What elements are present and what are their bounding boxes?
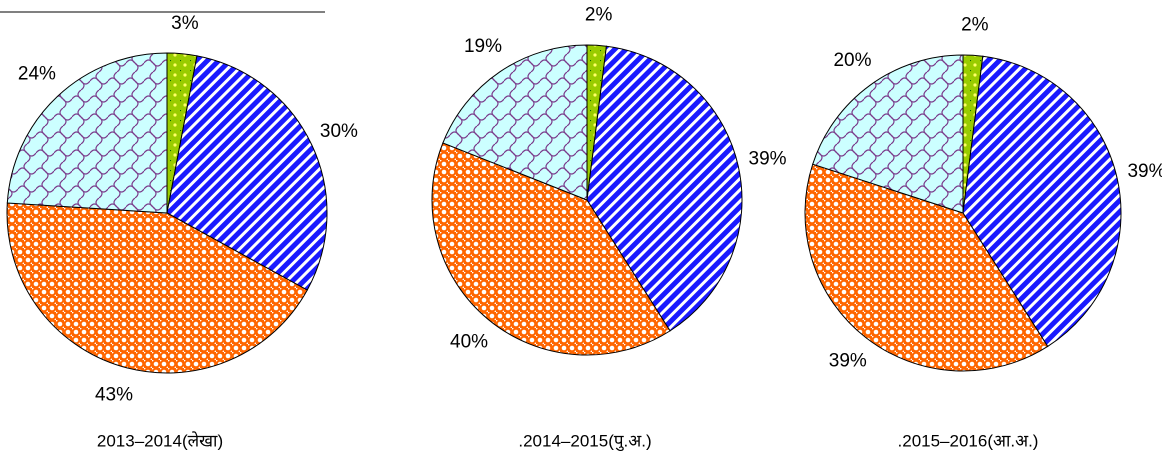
pie-slice <box>586 45 743 332</box>
pie-slice <box>804 163 1049 372</box>
data-label: 40% <box>450 332 488 353</box>
data-label: 39% <box>1127 161 1162 182</box>
data-label: 39% <box>749 149 787 170</box>
data-label: 24% <box>18 64 56 85</box>
data-label: 2% <box>585 4 613 25</box>
chart-caption: .2014–2015(पु.अ.) <box>518 431 651 451</box>
pie-slice <box>962 55 1122 348</box>
data-label: 39% <box>829 351 867 372</box>
data-label: 43% <box>95 384 133 405</box>
chart-caption: .2015–2016(आ.अ.) <box>898 431 1039 450</box>
data-label: 3% <box>171 13 199 34</box>
chart-caption: 2013–2014(लेखा) <box>97 430 223 450</box>
data-label: 19% <box>464 36 502 57</box>
pie-slice <box>442 44 588 201</box>
pie-slice <box>6 202 308 374</box>
pie-slice <box>6 52 168 214</box>
pie-slice <box>431 142 671 356</box>
pie-slice <box>812 54 964 214</box>
pie-slice <box>166 55 328 291</box>
data-label: 2% <box>961 14 989 35</box>
data-label: 30% <box>320 121 358 142</box>
data-label: 20% <box>833 50 871 71</box>
